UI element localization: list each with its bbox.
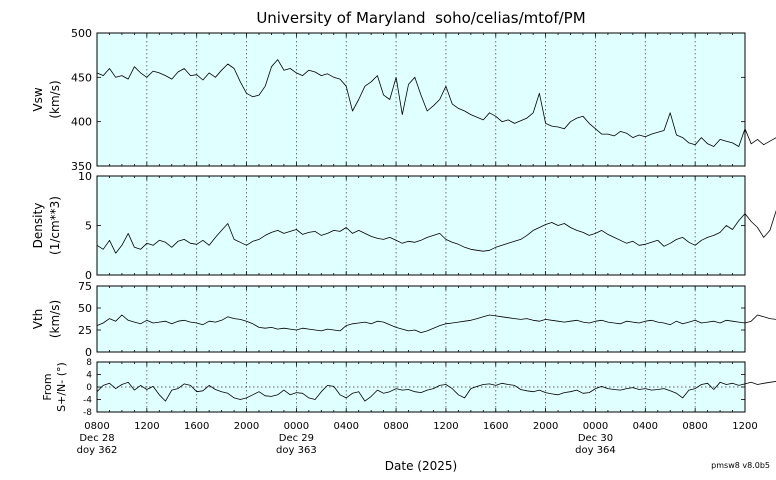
x-tick-label: 0800 <box>682 421 707 432</box>
y-tick-label: 500 <box>71 27 92 40</box>
y-axis-label: (km/s) <box>48 300 62 338</box>
y-tick-label: 350 <box>71 160 92 173</box>
y-axis-label: Density <box>31 203 45 249</box>
y-tick-label: 4 <box>86 371 92 381</box>
x-tick-label: 0400 <box>633 421 658 432</box>
x-tick-label: 1600 <box>483 421 508 432</box>
x-day-label: Dec 29 <box>279 433 314 444</box>
series-line-vsw <box>96 59 776 147</box>
y-tick-label: -8 <box>83 408 92 418</box>
y-tick-label: 75 <box>78 280 92 293</box>
y-tick-label: 450 <box>71 71 92 84</box>
panel-background <box>97 286 745 352</box>
series-line-from <box>96 381 776 402</box>
series-line-vth <box>96 314 776 334</box>
y-tick-label: 10 <box>78 170 92 183</box>
y-tick-label: 0 <box>85 346 92 359</box>
y-tick-label: 25 <box>78 324 92 337</box>
panel-frame <box>96 32 746 167</box>
y-axis-label: S+/N- (°) <box>55 362 68 412</box>
y-axis-label: (km/s) <box>48 80 62 118</box>
x-tick-label: 0800 <box>84 421 109 432</box>
x-doy-label: doy 362 <box>77 445 118 456</box>
y-tick-label: 400 <box>71 116 92 129</box>
x-doy-label: doy 363 <box>276 445 317 456</box>
y-axis-label: Vth <box>31 309 45 330</box>
x-tick-label: 0000 <box>284 421 309 432</box>
panel-frame <box>96 285 746 353</box>
y-axis-label: Vsw <box>31 87 45 111</box>
y-tick-label: 0 <box>86 383 92 393</box>
panel-background <box>97 33 745 166</box>
x-tick-label: 0400 <box>334 421 359 432</box>
panel-background <box>97 176 745 275</box>
y-axis-label: (1/cm**3) <box>48 196 62 255</box>
y-tick-label: 5 <box>85 219 92 232</box>
x-day-label: Dec 28 <box>79 433 114 444</box>
x-tick-label: 1200 <box>433 421 458 432</box>
y-axis-label: From <box>41 373 54 400</box>
x-tick-label: 2000 <box>234 421 259 432</box>
version-label: pmsw8 v8.0b5 <box>711 461 770 470</box>
x-tick-label: 0800 <box>383 421 408 432</box>
chart-title: University of Maryland soho/celias/mtof/… <box>256 9 586 27</box>
series-line-density <box>96 210 776 254</box>
x-axis-label: Date (2025) <box>385 459 457 473</box>
x-doy-label: doy 364 <box>575 445 616 456</box>
x-day-label: Dec 30 <box>578 433 613 444</box>
y-tick-label: 50 <box>78 302 92 315</box>
x-tick-label: 2000 <box>533 421 558 432</box>
x-tick-label: 1600 <box>184 421 209 432</box>
x-tick-label: 0000 <box>583 421 608 432</box>
x-tick-label: 1200 <box>134 421 159 432</box>
y-tick-label: 0 <box>85 269 92 282</box>
x-tick-label: 1200 <box>732 421 757 432</box>
y-tick-label: 8 <box>86 358 92 368</box>
y-tick-label: -4 <box>83 396 92 406</box>
